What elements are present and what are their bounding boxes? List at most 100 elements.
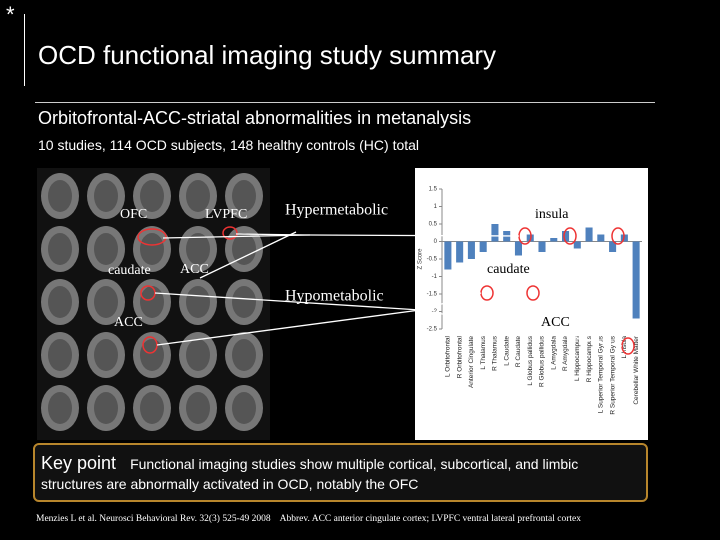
brain-slice-inner <box>186 339 210 371</box>
brain-label: caudate <box>108 263 151 278</box>
brain-slice-inner <box>140 233 164 265</box>
x-tick-label: R Globus pallidus <box>539 335 546 387</box>
abbreviations: Abbrev. ACC anterior cingulate cortex; L… <box>279 514 581 524</box>
label-box <box>482 260 538 279</box>
bar <box>514 241 522 256</box>
connector <box>199 231 297 279</box>
x-tick-label: L Thalamus <box>480 335 487 369</box>
brain-label: ACC <box>180 262 209 277</box>
chart-labels: insula caudate ACC <box>482 205 578 332</box>
connector <box>419 292 482 311</box>
x-tick-label: R Superior Temporal Gyrus <box>609 335 616 414</box>
brain-slice-inner <box>94 286 118 318</box>
label-box <box>530 205 574 224</box>
bar <box>444 241 452 270</box>
x-tick-label: R Caudate <box>515 336 522 367</box>
key-point-box: Key point Functional imaging studies show… <box>33 443 648 502</box>
brain-slice-inner <box>232 392 256 424</box>
bar <box>597 234 605 242</box>
bar <box>573 241 581 249</box>
brain-slice-inner <box>232 233 256 265</box>
title: OCD functional imaging study summary <box>38 40 497 70</box>
chart-label: caudate <box>487 262 530 277</box>
brain-labels: OFC LVPFC caudate ACC ACC Hypermetabolic… <box>108 202 388 331</box>
brain-label: LVPFC <box>205 207 247 222</box>
brain-slice-inner <box>48 180 72 212</box>
brain-slice-inner <box>48 339 72 371</box>
y-tick-label: -0.5 <box>427 257 438 263</box>
key-point-heading: Key point <box>41 453 117 473</box>
brain-slice-inner <box>94 392 118 424</box>
brain-slice-inner <box>94 180 118 212</box>
brain-slice-inner <box>140 339 164 371</box>
connector <box>419 309 623 347</box>
y-tick-label: 0 <box>434 239 438 245</box>
hypo-label: Hypometabolic <box>285 288 384 305</box>
y-tick-label: 1 <box>434 204 438 210</box>
bar <box>538 241 546 252</box>
x-tick-label: R Thalamus <box>492 335 499 371</box>
brain-slice-inner <box>232 180 256 212</box>
x-tick-label: Anterior Cingulate <box>468 336 475 388</box>
circle <box>222 226 238 240</box>
bar <box>585 227 593 242</box>
circle <box>611 227 625 245</box>
connector <box>156 309 421 346</box>
bar <box>562 231 570 242</box>
x-tick-label: L Amygdala <box>550 336 557 370</box>
chart-label: insula <box>535 207 569 222</box>
connector <box>154 292 421 311</box>
brain-slice-inner <box>48 392 72 424</box>
brain-slice-inner <box>232 286 256 318</box>
x-tick-label: Cerebellar White Matter <box>633 335 640 404</box>
bar <box>609 241 617 252</box>
bar <box>550 238 558 242</box>
circle <box>563 227 577 245</box>
x-tick-label: R Hippocampus <box>586 335 593 382</box>
bullet: * <box>6 2 15 27</box>
citation: Menzies L et al. Neurosci Behavioral Rev… <box>36 514 271 524</box>
x-tick-label: L Insula <box>621 336 628 359</box>
circle <box>526 285 540 301</box>
key-point-text: Functional imaging studies show multiple… <box>41 456 579 492</box>
study-info: 10 studies, 114 OCD subjects, 148 health… <box>38 137 420 153</box>
bar <box>491 224 499 242</box>
connector <box>309 234 520 237</box>
divider <box>24 14 25 86</box>
x-tick-label: L Superior Temporal Gyrus <box>598 335 605 413</box>
brain-slice-inner <box>140 392 164 424</box>
bar <box>632 241 640 319</box>
chart-label: ACC <box>541 315 570 330</box>
x-tick-label: L Caudate <box>503 336 510 366</box>
bar <box>467 241 475 259</box>
bar <box>456 241 464 263</box>
brain-slice-inner <box>186 286 210 318</box>
bar <box>479 241 487 252</box>
y-axis-label: Z Score <box>418 248 424 270</box>
footer: Menzies L et al. Neurosci Behavioral Rev… <box>36 514 581 524</box>
brain-label: OFC <box>120 207 147 222</box>
brain-label: ACC <box>114 315 143 330</box>
hyper-label: Hypermetabolic <box>285 202 388 219</box>
x-tick-label: R Amygdala <box>562 336 569 371</box>
brain-slice-inner <box>94 233 118 265</box>
y-tick-label: -1 <box>432 274 438 280</box>
connector-lines <box>154 231 623 347</box>
brain-slice-inner <box>186 392 210 424</box>
brain-slice-inner <box>48 286 72 318</box>
brain-slice-inner <box>48 233 72 265</box>
y-tick-label: 1.5 <box>429 187 438 193</box>
brain-slice-inner <box>140 286 164 318</box>
key-point: Key point Functional imaging studies show… <box>35 445 646 494</box>
y-tick-label: -1.5 <box>427 292 438 298</box>
subtitle: Orbitofrontal-ACC-striatal abnormalities… <box>38 108 472 128</box>
x-tick-label: L Globus pallidus <box>527 335 534 385</box>
brain-slice-inner <box>186 180 210 212</box>
circle <box>137 228 167 246</box>
label-box <box>536 313 578 332</box>
connector <box>235 233 311 236</box>
y-tick-label: -2.5 <box>427 327 438 333</box>
